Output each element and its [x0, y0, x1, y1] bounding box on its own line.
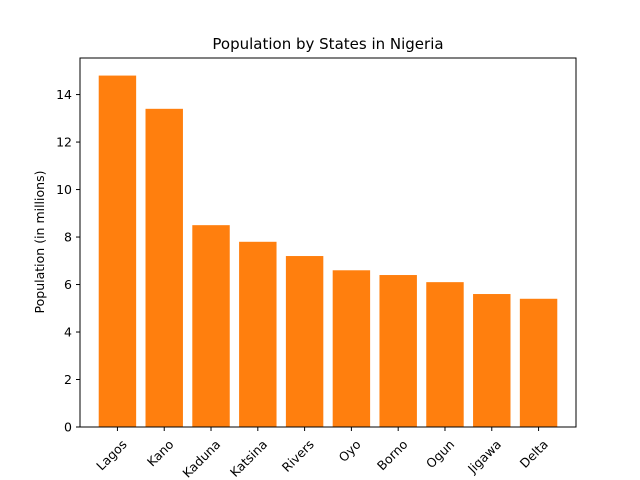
- x-tick-label: Oyo: [335, 437, 363, 465]
- y-axis-ticks: 0 2 4 6 8 10 12 14: [56, 87, 80, 435]
- bar-jigawa: [473, 294, 511, 427]
- x-tick-label: Kaduna: [179, 437, 223, 480]
- y-tick-label: 8: [64, 230, 72, 245]
- x-tick-label: Rivers: [279, 437, 317, 475]
- y-tick-label: 14: [56, 87, 72, 102]
- x-tick-label: Katsina: [227, 437, 270, 480]
- chart-title: Population by States in Nigeria: [212, 35, 443, 53]
- x-tick-label: Borno: [374, 437, 411, 474]
- y-tick-label: 2: [64, 372, 72, 387]
- y-tick-label: 12: [56, 135, 72, 150]
- y-tick-label: 10: [56, 182, 72, 197]
- bar-katsina: [239, 241, 277, 427]
- plot-frame: [79, 57, 577, 428]
- x-tick-label: Lagos: [93, 437, 130, 474]
- bar-delta: [519, 298, 558, 427]
- bar-ogun: [426, 282, 464, 427]
- y-tick-label: 0: [64, 420, 72, 435]
- y-axis-label: Population (in millions): [32, 171, 47, 314]
- x-tick-label: Delta: [517, 437, 551, 471]
- bar-lagos: [98, 75, 137, 428]
- y-tick-label: 6: [64, 277, 72, 292]
- bar-oyo: [332, 270, 371, 427]
- bars: [98, 75, 558, 428]
- x-axis-ticks: Lagos Kano Kaduna Katsina Rivers Oyo Borno Ogun…: [93, 427, 551, 480]
- bar-borno: [379, 275, 417, 427]
- y-tick-label: 4: [64, 325, 72, 340]
- x-tick-label: Jigawa: [464, 437, 504, 477]
- x-tick-label: Ogun: [423, 437, 457, 471]
- bar-rivers: [285, 256, 324, 427]
- x-tick-label: Kano: [144, 437, 177, 470]
- bar-kaduna: [192, 225, 230, 427]
- bar-kano: [145, 108, 183, 428]
